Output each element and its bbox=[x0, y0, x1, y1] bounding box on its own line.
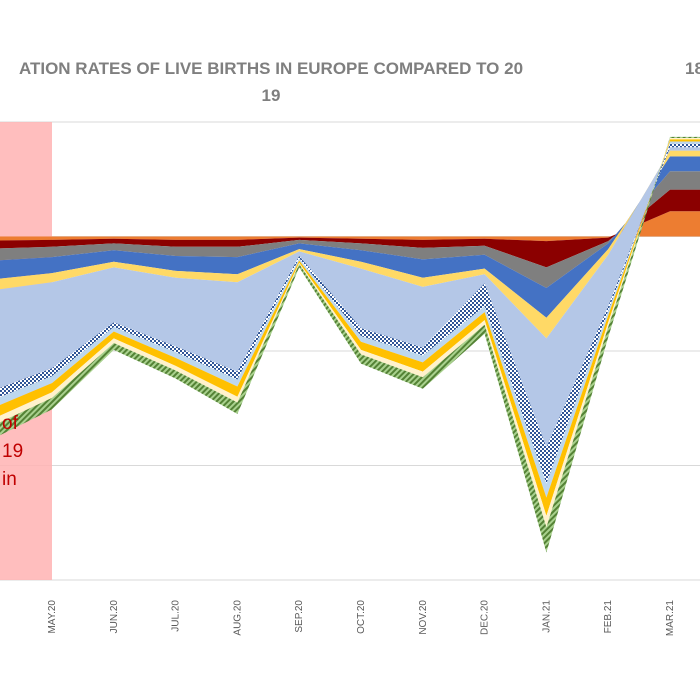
annotation-line-2: 19 bbox=[2, 441, 23, 462]
x-tick-label: NOV.20 bbox=[418, 600, 429, 635]
x-axis-ticks: MAY.20 JUN.20 JUL.20 AUG.20 SEP.20 OCT.20 NOV.… bbox=[47, 600, 676, 637]
series-area-6 bbox=[0, 147, 700, 448]
x-tick-label: JUL.20 bbox=[171, 600, 182, 632]
series-area-11 bbox=[0, 136, 700, 553]
chart-title-line2: 19 bbox=[262, 86, 281, 105]
annotation-line-3: in bbox=[2, 469, 17, 490]
series-area-2 bbox=[0, 189, 700, 268]
x-tick-label: MAY.20 bbox=[47, 600, 58, 634]
series-areas bbox=[0, 136, 700, 553]
x-tick-label: JUN.20 bbox=[109, 600, 120, 634]
chart-title-line1: ATION RATES OF LIVE BIRTHS IN EUROPE COM… bbox=[19, 59, 523, 78]
x-tick-label: JAN.21 bbox=[541, 600, 552, 633]
x-tick-label: MAR.21 bbox=[665, 600, 676, 637]
chart-title-right: 18 bbox=[685, 59, 700, 78]
series-area-7 bbox=[0, 143, 700, 484]
series-area-4 bbox=[0, 156, 700, 318]
annotation-line-1: of bbox=[2, 413, 19, 434]
x-tick-label: FEB.21 bbox=[603, 600, 614, 634]
series-area-1 bbox=[0, 211, 700, 242]
x-tick-label: SEP.20 bbox=[294, 600, 305, 633]
x-tick-label: DEC.20 bbox=[480, 600, 491, 635]
series-area-9 bbox=[0, 139, 700, 516]
x-tick-label: AUG.20 bbox=[232, 600, 243, 636]
x-tick-label: OCT.20 bbox=[356, 600, 367, 634]
